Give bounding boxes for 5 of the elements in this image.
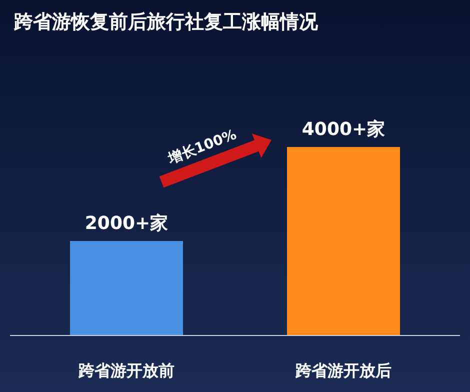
x-tick-label: 跨省游开放后 xyxy=(294,361,392,380)
data-label: 4000+家 xyxy=(302,119,386,140)
chart-title: 跨省游恢复前后旅行社复工涨幅情况 xyxy=(13,11,319,33)
data-label: 2000+家 xyxy=(84,213,168,234)
x-tick-label: 跨省游开放前 xyxy=(78,361,174,380)
